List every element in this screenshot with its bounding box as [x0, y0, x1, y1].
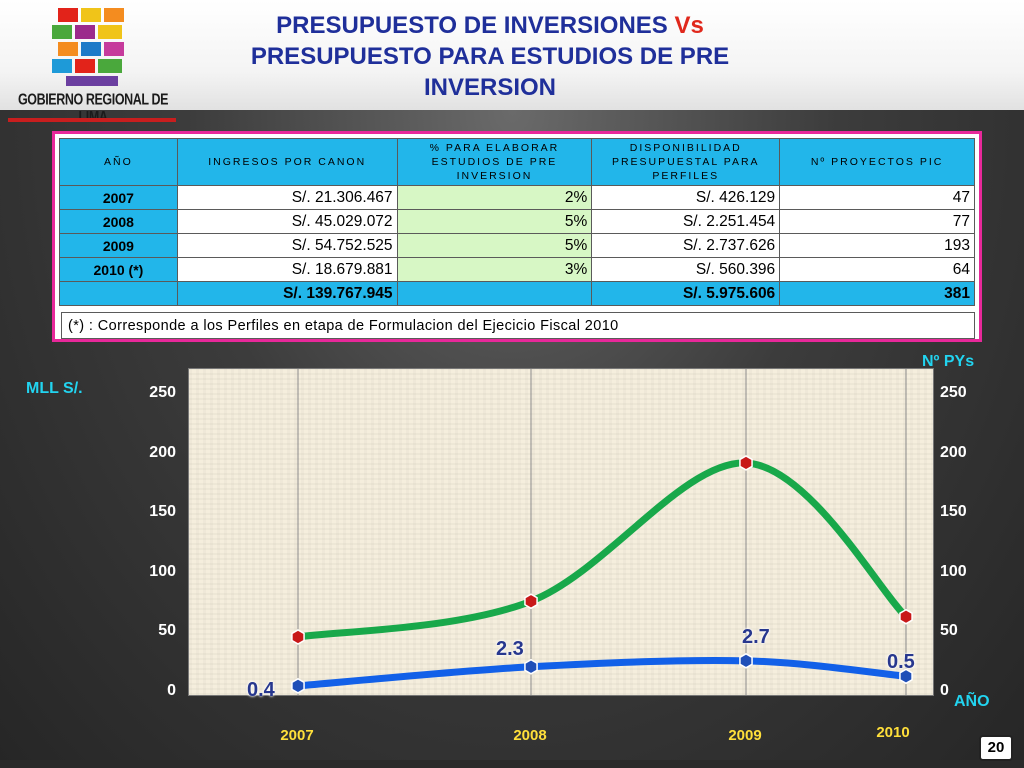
y-tick-label-left: 150 [149, 503, 176, 521]
x-tick-label: 2008 [513, 727, 547, 744]
y-tick-label-right: 50 [940, 622, 958, 640]
cell-year: 2010 (*) [59, 257, 178, 282]
data-point-marker [524, 593, 538, 610]
table-row: 2009 S/. 54.752.525 5% S/. 2.737.626 193 [59, 233, 975, 258]
slide-number: 20 [979, 735, 1013, 761]
y-tick-label-left: 250 [149, 384, 176, 401]
data-point-marker [739, 455, 753, 471]
y-tick-label-right: 0 [940, 682, 949, 699]
cell-percent: 5% [396, 233, 593, 258]
cell-percent: 3% [396, 257, 593, 282]
title-vs: Vs [674, 12, 704, 39]
total-cell-percent [396, 281, 593, 306]
bottom-frame [0, 760, 1024, 768]
table-footnote: (*) : Corresponde a los Perfiles en etap… [61, 312, 975, 339]
y-tick-label-right: 200 [940, 443, 967, 461]
data-point-marker [291, 629, 305, 645]
series-line-projects [294, 459, 910, 641]
y-tick-label-right: 100 [940, 562, 967, 580]
cell-availability: S/. 2.737.626 [591, 233, 781, 258]
cell-year: 2008 [59, 209, 178, 234]
header-background [0, 0, 1024, 130]
x-tick-label: 2009 [728, 727, 762, 744]
header-cell-availability: DISPONIBILIDAD PRESUPUESTAL PARA PERFILE… [591, 138, 781, 186]
budget-table: AÑO INGRESOS POR CANON % PARA ELABORAR E… [59, 138, 975, 306]
data-label: 2.3 [496, 637, 524, 660]
table-row: 2008 S/. 45.029.072 5% S/. 2.251.454 77 [59, 209, 975, 234]
table-row: 2007 S/. 21.306.467 2% S/. 426.129 47 [59, 185, 975, 210]
cell-availability: S/. 426.129 [591, 185, 781, 210]
cell-projects: 47 [779, 185, 975, 210]
header-cell-projects: Nº PROYECTOS PIC [779, 138, 975, 186]
data-point-marker [899, 608, 913, 625]
cell-year: 2007 [59, 185, 178, 210]
total-cell-year [59, 281, 178, 306]
series-line-budget [294, 656, 910, 690]
data-point-marker [739, 652, 753, 669]
cell-canon: S/. 21.306.467 [176, 185, 398, 210]
budget-table-container: AÑO INGRESOS POR CANON % PARA ELABORAR E… [52, 131, 982, 342]
x-axis-title: AÑO [954, 693, 990, 710]
cell-percent: 2% [396, 185, 593, 210]
y-tick-label-left: 100 [149, 562, 176, 580]
cell-projects: 64 [779, 257, 975, 282]
total-cell-canon: S/. 139.767.945 [176, 281, 398, 306]
table-header-row: AÑO INGRESOS POR CANON % PARA ELABORAR E… [59, 138, 975, 186]
y-tick-label-left: 200 [149, 443, 176, 461]
data-label: 2.7 [742, 625, 770, 648]
chart-plot-area [188, 368, 934, 696]
y-tick-label-left: 0 [167, 682, 176, 699]
logo-underline [8, 118, 176, 122]
y-tick-label-right: 250 [940, 384, 967, 401]
x-tick-label: 2007 [280, 727, 314, 744]
cell-percent: 5% [396, 209, 593, 234]
left-axis-title: MLL S/. [26, 380, 83, 397]
cell-canon: S/. 18.679.881 [176, 257, 398, 282]
y-tick-label-right: 150 [940, 503, 967, 521]
cell-projects: 77 [779, 209, 975, 234]
data-point-marker [524, 658, 538, 675]
header-cell-year: AÑO [59, 138, 178, 186]
data-point-marker [899, 668, 913, 685]
data-label: 0.4 [247, 678, 275, 701]
cell-availability: S/. 2.251.454 [591, 209, 781, 234]
header-cell-canon: INGRESOS POR CANON [176, 138, 398, 186]
y-tick-label-left: 50 [158, 622, 176, 640]
cell-year: 2009 [59, 233, 178, 258]
line-chart [291, 369, 913, 695]
cell-canon: S/. 45.029.072 [176, 209, 398, 234]
cell-projects: 193 [779, 233, 975, 258]
total-cell-projects: 381 [779, 281, 975, 306]
organization-logo [8, 6, 183, 126]
x-tick-label: 2010 [876, 724, 910, 741]
table-totals-row: S/. 139.767.945 S/. 5.975.606 381 [59, 281, 975, 306]
cell-availability: S/. 560.396 [591, 257, 781, 282]
cell-canon: S/. 54.752.525 [176, 233, 398, 258]
data-label: 0.5 [887, 651, 915, 674]
header-cell-percent: % PARA ELABORAR ESTUDIOS DE PRE INVERSIO… [396, 138, 593, 186]
table-row: 2010 (*) S/. 18.679.881 3% S/. 560.396 6… [59, 257, 975, 282]
title-line-3: INVERSION [423, 74, 557, 101]
right-axis-title: Nº PYs [922, 353, 975, 370]
title-line-1: PRESUPUESTO DE INVERSIONES [276, 12, 668, 39]
total-cell-availability: S/. 5.975.606 [591, 281, 781, 306]
title-line-2: PRESUPUESTO PARA ESTUDIOS DE PRE [250, 43, 730, 70]
slide-title: PRESUPUESTO DE INVERSIONES Vs PRESUPUEST… [230, 10, 750, 103]
data-point-marker [291, 677, 305, 694]
